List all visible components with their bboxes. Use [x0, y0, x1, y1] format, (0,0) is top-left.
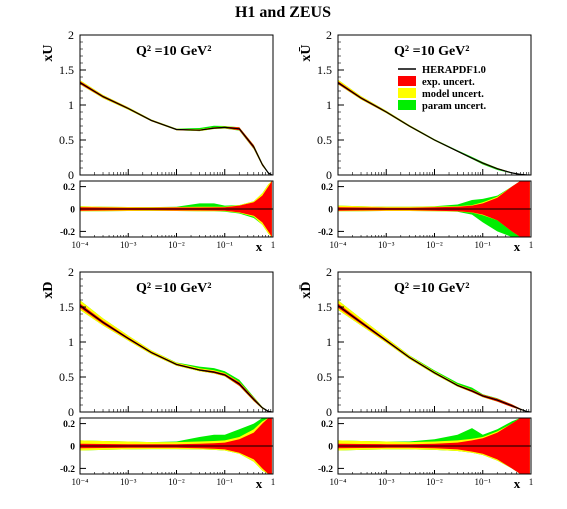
band-model-xD	[80, 300, 272, 412]
y-tick-label: 0	[326, 168, 332, 182]
x-axis-label-xU: x	[256, 239, 263, 254]
band-model-xU	[80, 80, 272, 175]
x-axis-label-xD: x	[256, 476, 263, 491]
band-exp-xU	[80, 81, 272, 175]
y-tick-label: 0.5	[59, 133, 74, 147]
y-tick-label: 0	[68, 168, 74, 182]
legend-label-central: HERAPDF1.0	[422, 65, 486, 76]
x-tick-label: 10⁻¹	[217, 477, 234, 487]
y-axis-label-xDbar: xD̄	[299, 281, 314, 298]
x-tick-label: 10⁻³	[120, 240, 137, 250]
annotation-xD: Q² =10 GeV²	[136, 281, 211, 296]
central-line-xDbar	[338, 305, 531, 412]
ratio-plot-xUbar	[338, 181, 531, 237]
band-param-xD	[80, 300, 272, 412]
x-axis-label-xDbar: x	[514, 476, 521, 491]
x-axis-label-xUbar: x	[514, 239, 521, 254]
annotation-xDbar: Q² =10 GeV²	[394, 281, 469, 296]
x-tick-label: 1	[271, 477, 276, 487]
central-line-xU	[80, 82, 273, 175]
ratio-y-tick-label: -0.2	[60, 465, 75, 475]
x-tick-label: 10⁻²	[168, 240, 185, 250]
y-tick-label: 2	[68, 265, 74, 279]
ratio-y-tick-label: 0.2	[321, 183, 333, 193]
central-line-xD	[80, 305, 273, 412]
ratio-y-tick-label: 0.2	[63, 183, 75, 193]
legend-label-model: model uncert.	[422, 89, 484, 100]
y-tick-label: 1	[68, 98, 74, 112]
y-tick-label: 2	[68, 28, 74, 42]
x-tick-label: 1	[529, 240, 534, 250]
legend-swatch-exp	[398, 76, 416, 86]
band-param-xU	[80, 80, 272, 175]
y-tick-label: 2	[326, 265, 332, 279]
y-axis-label-xU: xU	[41, 44, 56, 61]
x-tick-label: 10⁻⁴	[330, 240, 347, 250]
ratio-y-tick-label: 0	[70, 206, 75, 216]
y-tick-label: 2	[326, 28, 332, 42]
x-tick-label: 10⁻³	[378, 240, 395, 250]
x-tick-label: 10⁻²	[426, 477, 443, 487]
ratio-y-tick-label: -0.2	[318, 465, 333, 475]
band-exp-xDbar	[338, 303, 530, 412]
y-tick-label: 0.5	[59, 370, 74, 384]
top-plot-xDbar	[338, 300, 531, 412]
figure-title: H1 and ZEUS	[235, 4, 331, 21]
y-axis-label-xD: xD	[41, 281, 56, 298]
y-tick-label: 1.5	[317, 63, 332, 77]
annotation-xU: Q² =10 GeV²	[136, 44, 211, 59]
top-plot-xU	[80, 80, 273, 175]
x-tick-label: 1	[529, 477, 534, 487]
y-axis-label-xUbar: xŪ	[298, 44, 314, 61]
top-plot-xD	[80, 300, 273, 412]
x-tick-label: 10⁻²	[426, 240, 443, 250]
ratio-y-tick-label: -0.2	[60, 228, 75, 238]
y-tick-label: 1.5	[59, 63, 74, 77]
x-tick-label: 10⁻⁴	[72, 477, 89, 487]
x-tick-label: 10⁻¹	[217, 240, 234, 250]
y-tick-label: 0.5	[317, 133, 332, 147]
ratio-y-tick-label: -0.2	[318, 228, 333, 238]
legend-label-exp: exp. uncert.	[422, 77, 475, 88]
y-tick-label: 1.5	[317, 300, 332, 314]
x-tick-label: 10⁻⁴	[72, 240, 89, 250]
x-tick-label: 10⁻¹	[475, 240, 492, 250]
ratio-plot-xD	[80, 418, 273, 474]
y-tick-label: 1	[326, 98, 332, 112]
y-tick-label: 1.5	[59, 300, 74, 314]
x-tick-label: 10⁻³	[120, 477, 137, 487]
band-param-xDbar	[338, 300, 530, 412]
annotation-xUbar: Q² =10 GeV²	[394, 44, 469, 59]
legend-label-param: param uncert.	[422, 101, 487, 112]
x-tick-label: 10⁻³	[378, 477, 395, 487]
legend-swatch-param	[398, 100, 416, 110]
band-model-xDbar	[338, 300, 530, 412]
y-tick-label: 1	[68, 335, 74, 349]
ratio-y-tick-label: 0.2	[321, 420, 333, 430]
ratio-plot-xDbar	[338, 418, 531, 474]
ratio-y-tick-label: 0.2	[63, 420, 75, 430]
y-tick-label: 0.5	[317, 370, 332, 384]
band-exp-xD	[80, 303, 272, 412]
ratio-y-tick-label: 0	[328, 206, 333, 216]
x-tick-label: 10⁻²	[168, 477, 185, 487]
x-tick-label: 10⁻¹	[475, 477, 492, 487]
legend-swatch-model	[398, 88, 416, 98]
ratio-y-tick-label: 0	[70, 443, 75, 453]
y-tick-label: 1	[326, 335, 332, 349]
ratio-plot-xU	[80, 181, 273, 237]
x-tick-label: 10⁻⁴	[330, 477, 347, 487]
ratio-y-tick-label: 0	[328, 443, 333, 453]
y-tick-label: 0	[326, 405, 332, 419]
x-tick-label: 1	[271, 240, 276, 250]
y-tick-label: 0	[68, 405, 74, 419]
